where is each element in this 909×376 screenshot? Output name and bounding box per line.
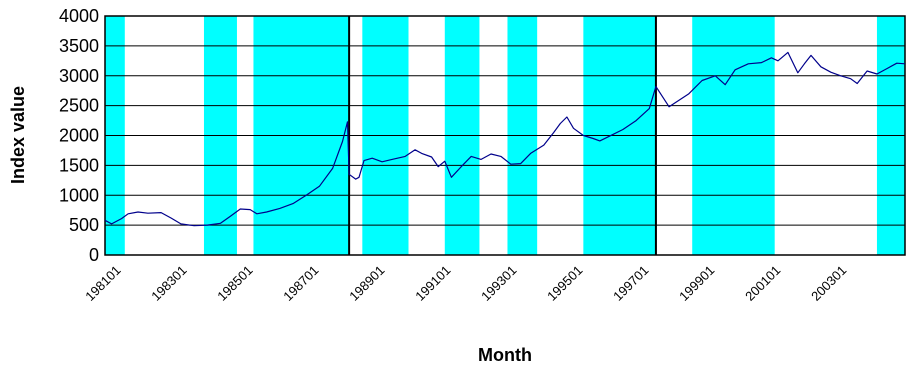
gridlines: [105, 45, 905, 226]
y-tick-label: 2500: [59, 96, 99, 116]
x-tick-label: 198101: [82, 263, 123, 304]
x-tick-label: 198501: [214, 263, 255, 304]
y-tick-label: 500: [69, 215, 99, 235]
x-axis-ticks: 198101 198301 198501 198701 198901 199101 1993…: [82, 263, 849, 304]
x-tick-label: 198701: [280, 263, 321, 304]
x-tick-label: 199101: [412, 263, 453, 304]
x-tick-label: 199301: [478, 263, 519, 304]
y-tick-label: 3000: [59, 66, 99, 86]
y-axis-ticks: 0 500 1000 1500 2000 2500 3000 3500 4000: [59, 6, 99, 265]
y-tick-label: 1500: [59, 155, 99, 175]
x-axis-title: Month: [478, 345, 532, 365]
y-tick-label: 0: [89, 245, 99, 265]
x-tick-label: 199501: [544, 263, 585, 304]
y-tick-label: 1000: [59, 185, 99, 205]
x-tick-label: 199701: [610, 263, 651, 304]
y-axis-title: Index value: [8, 86, 28, 184]
y-tick-label: 3500: [59, 36, 99, 56]
plot-frame: [104, 15, 906, 256]
vertical-markers: [348, 16, 657, 255]
x-tick-label: 200301: [808, 263, 849, 304]
y-tick-label: 4000: [59, 6, 99, 26]
y-tick-label: 2000: [59, 126, 99, 146]
series-line-1: [104, 51, 906, 227]
x-tick-label: 199901: [676, 263, 717, 304]
x-tick-label: 198901: [346, 263, 387, 304]
x-tick-label: 200101: [742, 263, 783, 304]
series-group: [104, 51, 906, 227]
x-tick-label: 198301: [148, 263, 189, 304]
